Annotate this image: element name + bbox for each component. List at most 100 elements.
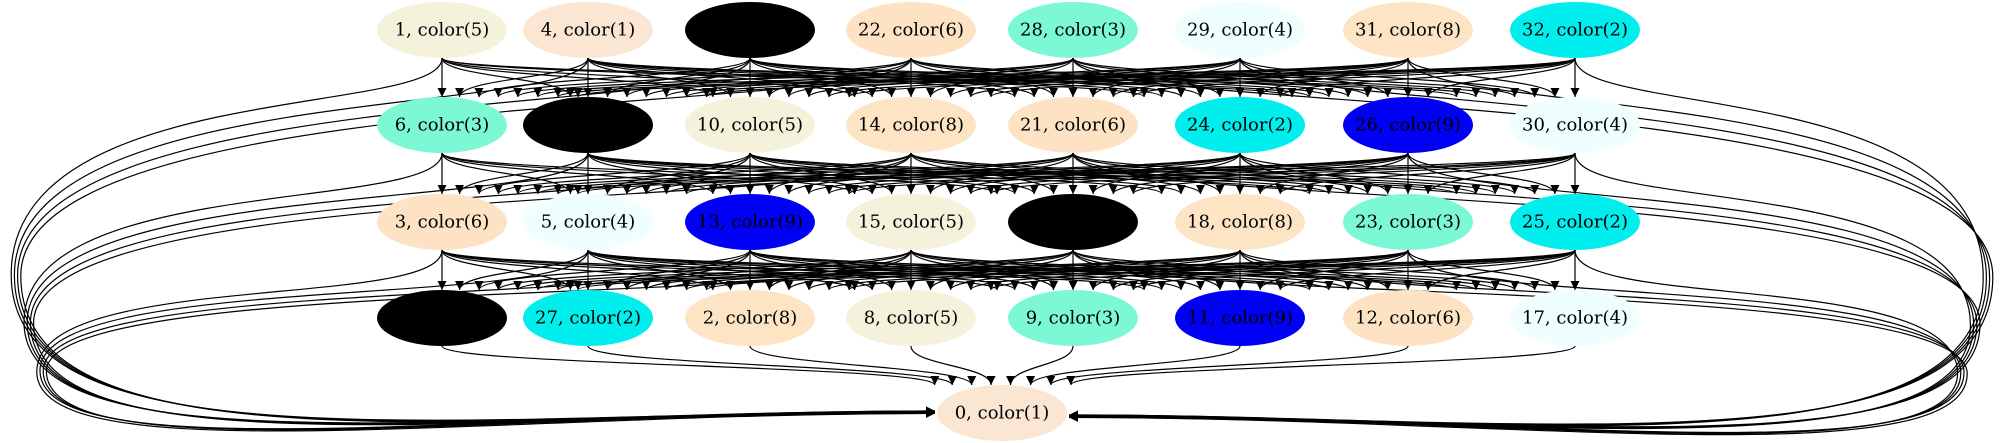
node-ellipse [1008,194,1138,250]
edge [764,249,912,291]
graph-node[interactable]: 29, color(4) [1175,2,1305,58]
edge [587,345,957,386]
edge [764,152,912,195]
edge [1423,57,1576,98]
node-ellipse [846,97,976,153]
edge [553,249,1409,291]
graph-node[interactable]: 3, color(6) [377,194,507,250]
edge [441,345,940,386]
edge [26,152,936,425]
graph-node[interactable]: 8, color(5) [846,290,976,346]
node-ellipse [1343,97,1473,153]
node-label: 22, color(6) [858,20,964,41]
graph-node[interactable]: 5, color(4) [523,194,653,250]
edge [622,57,912,98]
graph-node[interactable]: 4, color(1) [523,2,653,58]
node-label: 21, color(6) [1020,115,1126,136]
node-ellipse [1510,290,1640,346]
edge [587,57,877,98]
graph-node[interactable]: 26, color(9) [1343,97,1473,153]
edge [553,57,1409,98]
node-ellipse [377,2,507,58]
edge [1128,249,1576,291]
node-label: 28, color(3) [1020,20,1126,41]
node-label: 32, color(2) [1522,20,1628,41]
node-label: 10, color(5) [697,115,803,136]
graph-node[interactable] [1008,194,1138,250]
graph-node[interactable]: 21, color(6) [1008,97,1138,153]
graph-node[interactable]: 17, color(4) [1510,290,1640,346]
edge [702,57,1576,98]
node-ellipse [1343,290,1473,346]
edge [1066,345,1576,386]
nodes-layer: 1, color(5) 4, color(1) 22, color(6) 28, co… [377,2,1640,441]
edge [749,249,897,291]
node-label: 17, color(4) [1522,308,1628,329]
graph-node[interactable]: 28, color(3) [1008,2,1138,58]
edge [1108,57,1409,98]
edge [455,152,589,195]
graph-node[interactable]: 15, color(5) [846,194,976,250]
graph-node[interactable]: 6, color(3) [377,97,507,153]
edge [1275,249,1576,291]
graph-node[interactable]: 27, color(2) [523,290,653,346]
graph-node[interactable]: 14, color(8) [846,97,976,153]
edge [513,57,1074,98]
graph-node[interactable] [685,2,815,58]
edge [1407,152,1560,195]
graph-node[interactable]: 32, color(2) [1510,2,1640,58]
graph-node[interactable]: 30, color(4) [1510,97,1640,153]
edge [661,152,1241,195]
graph-node[interactable]: 24, color(2) [1175,97,1305,153]
node-label: 30, color(4) [1522,115,1628,136]
edge [1239,152,1393,195]
edge [622,152,912,195]
edge [587,152,877,195]
edges-layer [10,57,1994,436]
edge [1407,57,1560,98]
graph-node[interactable]: 0, color(1) [937,385,1067,441]
graph-node[interactable]: 9, color(3) [1008,290,1138,346]
edge [32,152,936,426]
edge [662,57,1241,98]
edge [1068,152,1981,428]
edge [1407,249,1560,291]
edge [844,249,1576,291]
edge [1072,152,1225,195]
edge [1239,57,1540,98]
graph-node[interactable]: 2, color(8) [685,290,815,346]
edge [986,152,1576,195]
node-ellipse [846,194,976,250]
graph-node[interactable]: 1, color(5) [377,2,507,58]
edge [1423,152,1576,195]
graph-node[interactable]: 25, color(2) [1510,194,1640,250]
graph-node[interactable]: 11, color(9) [1175,290,1305,346]
edge [29,152,936,425]
node-ellipse [685,290,815,346]
node-label: 29, color(4) [1187,20,1293,41]
node-label: 9, color(3) [1026,308,1121,329]
node-ellipse [1510,97,1640,153]
node-ellipse [846,2,976,58]
node-label: 6, color(3) [395,115,490,136]
edge [1108,249,1409,291]
edge [455,249,589,291]
graph-node[interactable]: 22, color(6) [846,2,976,58]
edge [39,249,936,430]
node-ellipse [523,290,653,346]
graph-node[interactable]: 12, color(6) [1343,290,1473,346]
graph-node[interactable] [377,290,507,346]
edge [662,249,1241,291]
graph-node[interactable]: 31, color(8) [1343,2,1473,58]
node-label: 27, color(2) [535,308,641,329]
graph-node[interactable]: 23, color(3) [1343,194,1473,250]
graph-node[interactable]: 18, color(8) [1175,194,1305,250]
graph-node[interactable]: 10, color(5) [685,97,815,153]
node-ellipse [1343,2,1473,58]
node-ellipse [1008,97,1138,153]
edge [441,57,575,98]
graph-node[interactable]: 13, color(9) [685,194,815,250]
graph-node[interactable] [523,97,653,153]
edge [1275,152,1576,195]
